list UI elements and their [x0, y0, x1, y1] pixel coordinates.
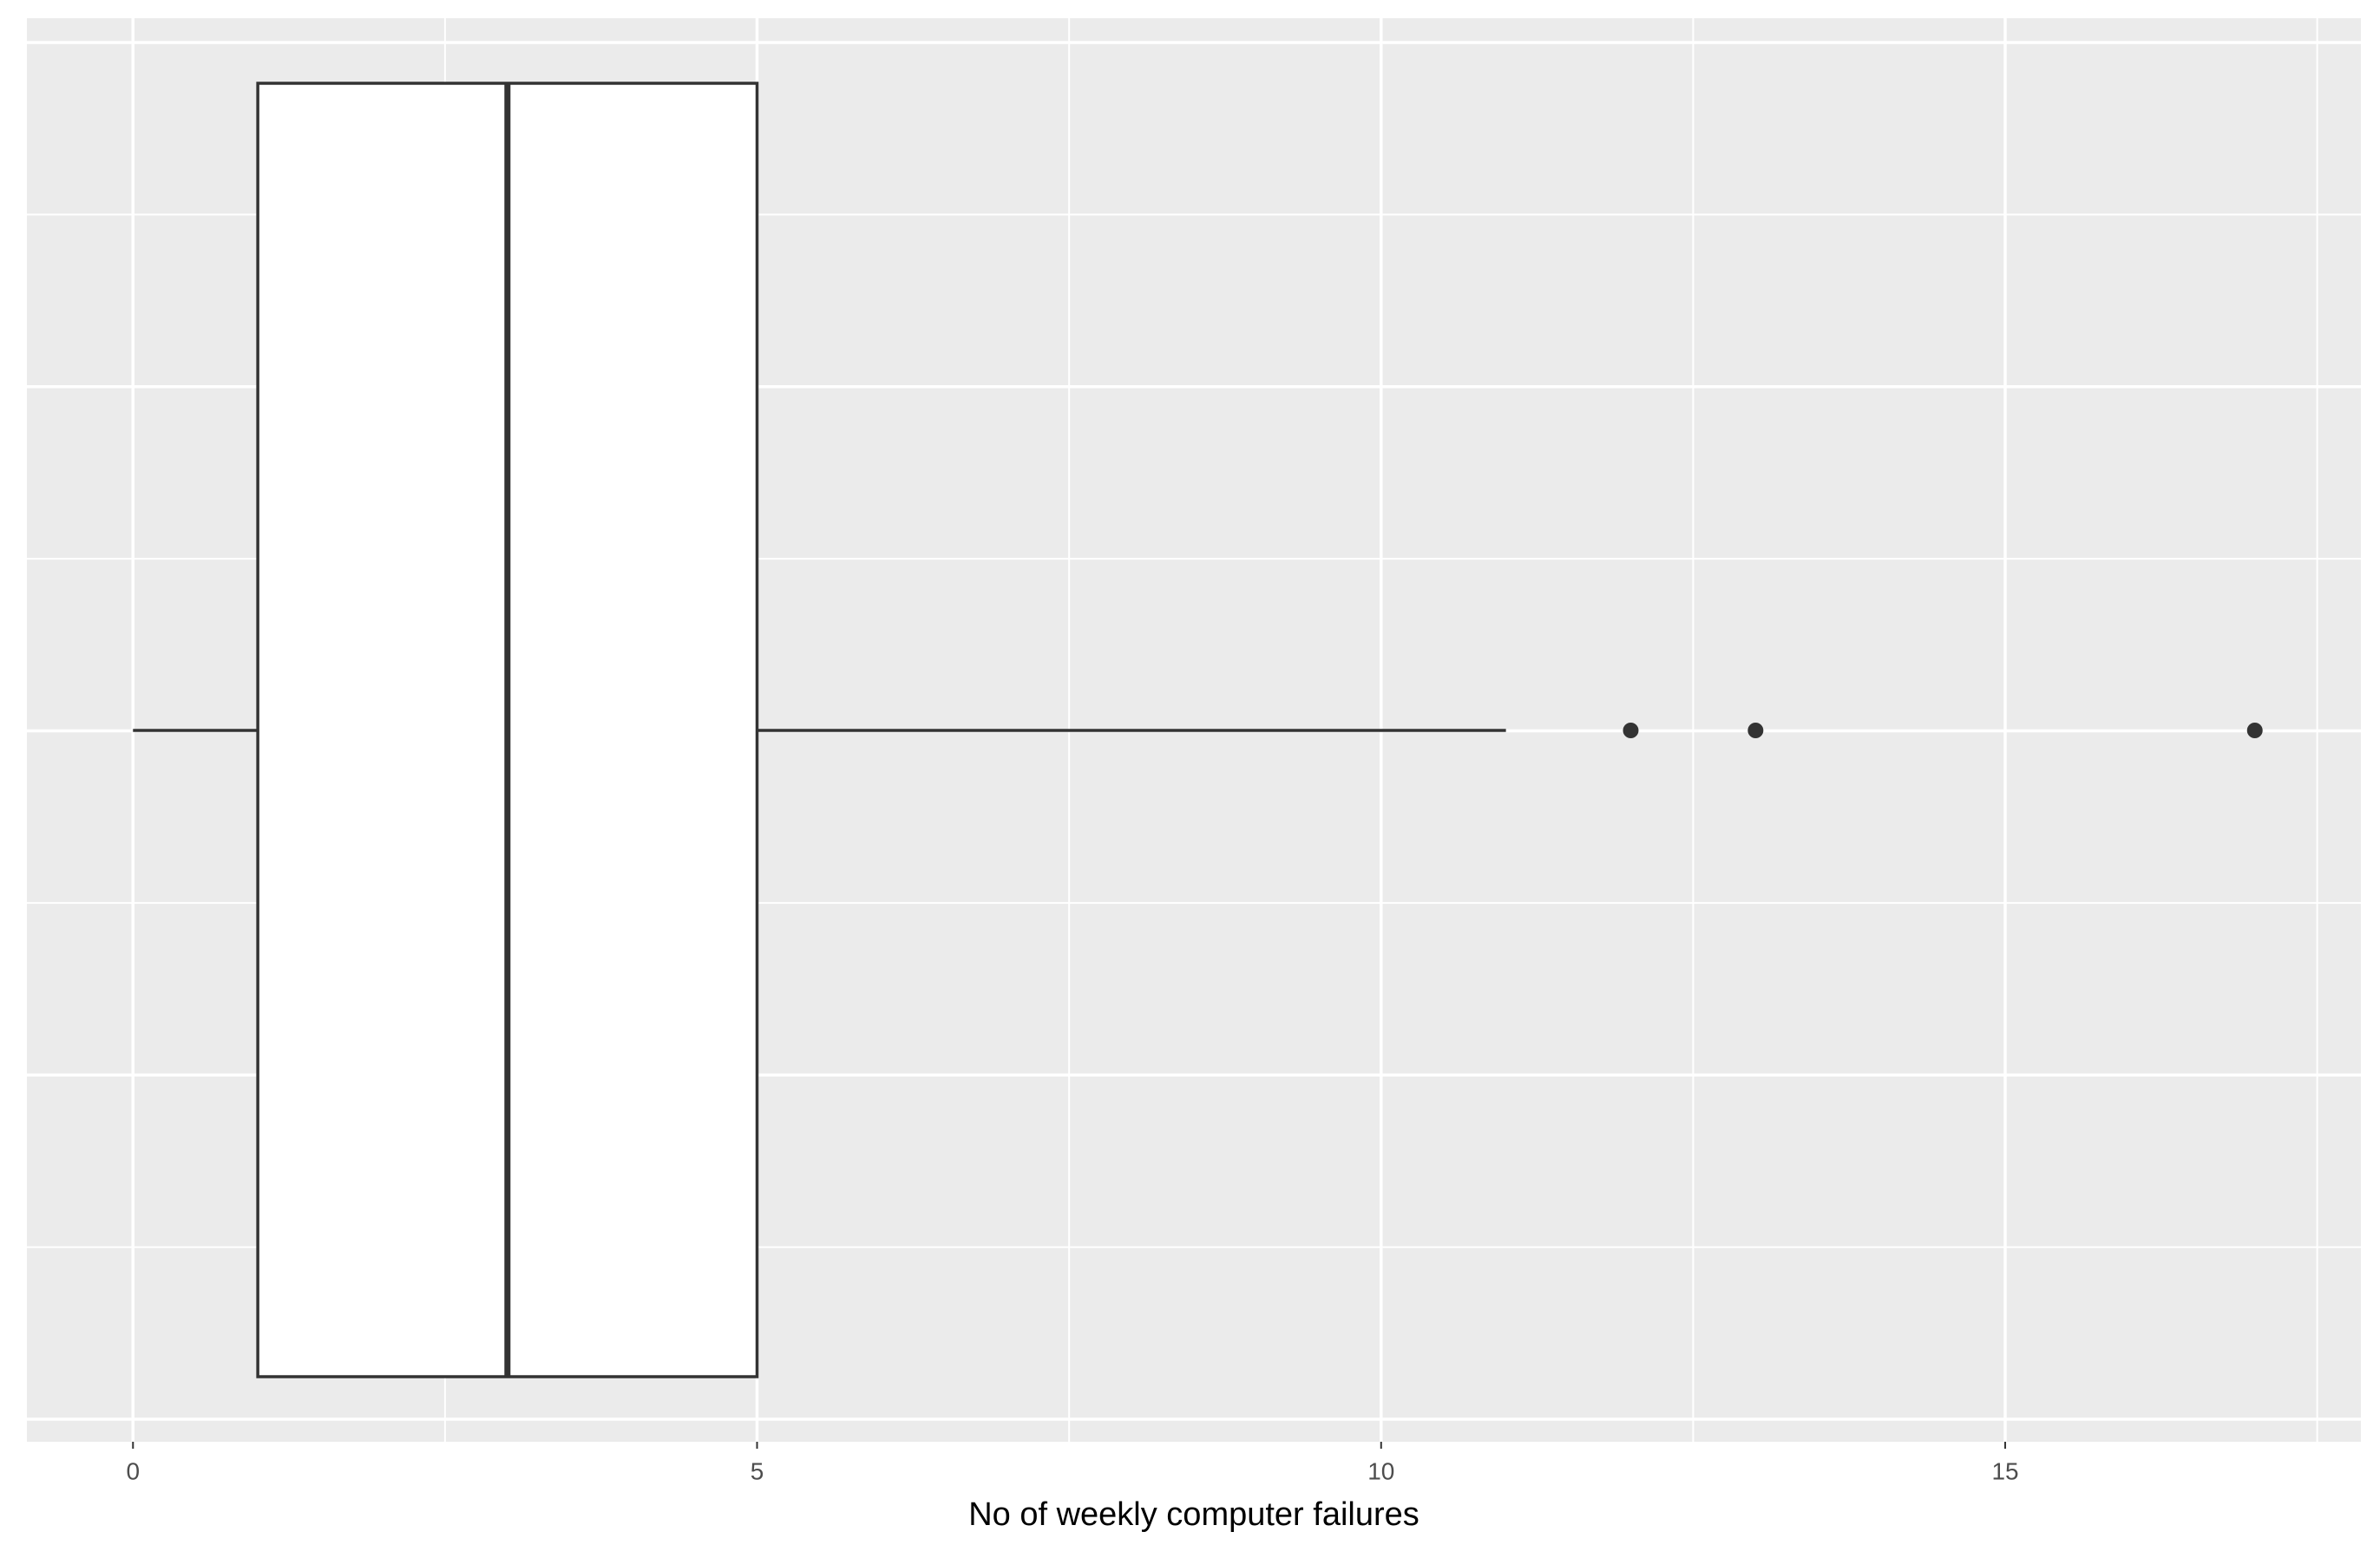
outlier [2246, 723, 2263, 738]
outlier [1747, 723, 1764, 738]
x-tick-label: 5 [751, 1457, 764, 1484]
x-tick-label: 0 [126, 1457, 140, 1484]
x-tick-label: 15 [1991, 1457, 2018, 1484]
x-tick-label: 10 [1367, 1457, 1394, 1484]
x-axis-title: No of weekly computer failures [968, 1496, 1419, 1533]
outlier [1623, 723, 1639, 738]
